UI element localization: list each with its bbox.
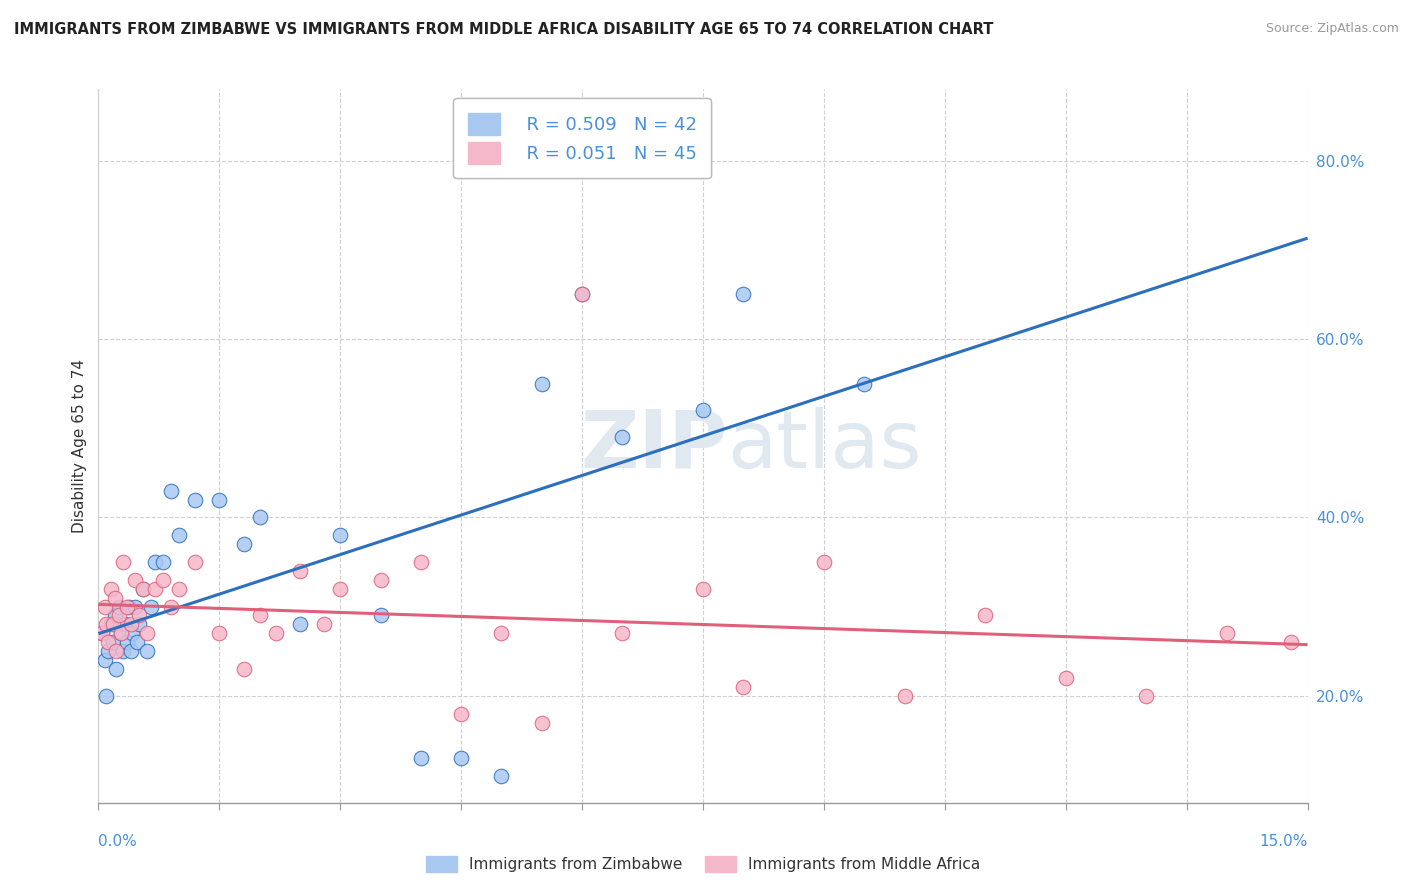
Point: [329, 582, 352, 596]
Point: [120, 644, 142, 658]
Point: [101, 635, 124, 649]
Legend:   R = 0.509   N = 42,   R = 0.051   N = 45: R = 0.509 N = 42, R = 0.051 N = 45: [453, 98, 711, 178]
Point: [314, 617, 336, 632]
Point: [208, 492, 231, 507]
Point: [530, 376, 553, 391]
Point: [450, 751, 472, 765]
Point: [121, 626, 143, 640]
Point: [1281, 635, 1303, 649]
Point: [232, 662, 254, 676]
Point: [105, 644, 128, 658]
Point: [1216, 626, 1239, 640]
Point: [1054, 671, 1077, 685]
Point: [124, 599, 146, 614]
Point: [110, 626, 132, 640]
Point: [118, 599, 141, 614]
Point: [530, 715, 553, 730]
Point: [491, 769, 513, 783]
Point: [94, 653, 117, 667]
Point: [107, 599, 129, 614]
Text: 0.0%: 0.0%: [98, 834, 138, 849]
Point: [124, 573, 146, 587]
Point: [152, 573, 174, 587]
Point: [128, 617, 150, 632]
Point: [692, 582, 714, 596]
Point: [232, 537, 254, 551]
Point: [120, 617, 142, 632]
Point: [132, 582, 155, 596]
Point: [893, 689, 915, 703]
Point: [813, 555, 835, 569]
Point: [127, 635, 149, 649]
Point: [264, 626, 287, 640]
Point: [96, 689, 118, 703]
Point: [853, 376, 876, 391]
Point: [139, 599, 162, 614]
Point: [103, 591, 125, 605]
Point: [491, 626, 513, 640]
Point: [1135, 689, 1157, 703]
Y-axis label: Disability Age 65 to 74: Disability Age 65 to 74: [72, 359, 87, 533]
Point: [105, 662, 128, 676]
Point: [160, 599, 183, 614]
Point: [571, 287, 593, 301]
Point: [94, 599, 117, 614]
Point: [370, 573, 392, 587]
Point: [101, 617, 124, 632]
Point: [167, 528, 190, 542]
Legend: Immigrants from Zimbabwe, Immigrants from Middle Africa: Immigrants from Zimbabwe, Immigrants fro…: [419, 848, 987, 880]
Point: [114, 617, 136, 632]
Point: [103, 608, 125, 623]
Point: [733, 680, 755, 694]
Point: [143, 555, 166, 569]
Point: [329, 528, 352, 542]
Point: [143, 582, 166, 596]
Point: [91, 626, 114, 640]
Point: [110, 626, 132, 640]
Text: Source: ZipAtlas.com: Source: ZipAtlas.com: [1265, 22, 1399, 36]
Point: [132, 582, 155, 596]
Point: [128, 608, 150, 623]
Point: [160, 483, 183, 498]
Point: [612, 626, 634, 640]
Point: [135, 626, 157, 640]
Point: [135, 644, 157, 658]
Point: [450, 706, 472, 721]
Point: [288, 617, 311, 632]
Point: [184, 555, 207, 569]
Point: [107, 608, 129, 623]
Point: [111, 555, 134, 569]
Point: [370, 608, 392, 623]
Point: [111, 644, 134, 658]
Point: [612, 430, 634, 444]
Point: [409, 751, 432, 765]
Text: atlas: atlas: [727, 407, 921, 485]
Point: [692, 403, 714, 417]
Point: [249, 608, 271, 623]
Point: [96, 617, 118, 632]
Point: [100, 617, 122, 632]
Point: [115, 635, 138, 649]
Point: [91, 626, 114, 640]
Point: [249, 510, 271, 524]
Text: ZIP: ZIP: [579, 407, 727, 485]
Point: [733, 287, 755, 301]
Point: [115, 599, 138, 614]
Point: [409, 555, 432, 569]
Point: [184, 492, 207, 507]
Text: IMMIGRANTS FROM ZIMBABWE VS IMMIGRANTS FROM MIDDLE AFRICA DISABILITY AGE 65 TO 7: IMMIGRANTS FROM ZIMBABWE VS IMMIGRANTS F…: [14, 22, 994, 37]
Point: [288, 564, 311, 578]
Point: [208, 626, 231, 640]
Point: [97, 644, 120, 658]
Point: [167, 582, 190, 596]
Point: [974, 608, 997, 623]
Point: [571, 287, 593, 301]
Point: [100, 582, 122, 596]
Point: [152, 555, 174, 569]
Text: 15.0%: 15.0%: [1260, 834, 1308, 849]
Point: [97, 635, 120, 649]
